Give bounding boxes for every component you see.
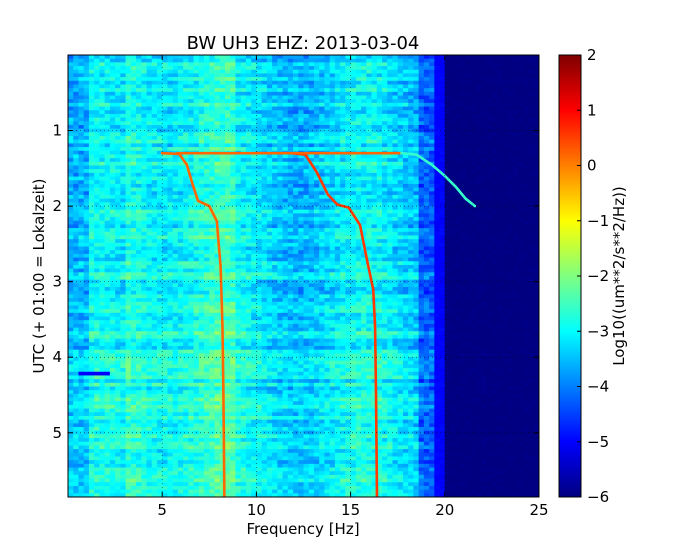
x-tick-label: 20: [435, 501, 454, 519]
y-tick-label: 5: [52, 424, 62, 442]
frequency-track-2: [290, 151, 379, 497]
colorbar-tick-label: −3: [587, 322, 609, 340]
colorbar-tick-label: −5: [587, 433, 609, 451]
spectrogram-plot: [68, 55, 539, 497]
x-axis-label: Frequency [Hz]: [246, 520, 359, 538]
frequency-track-1: [160, 151, 226, 497]
colorbar-tick-label: −2: [587, 267, 609, 285]
x-axis-ticks: 5 10 15 20 25: [157, 55, 549, 519]
x-tick-label: 5: [157, 501, 167, 519]
plot-frame: [67, 54, 540, 498]
grid-lines: [68, 55, 539, 497]
colorbar-tick-label: −4: [587, 378, 609, 396]
x-tick-label: 25: [529, 501, 548, 519]
colorbar-tick-label: −6: [587, 488, 609, 506]
colorbar-label: Log10((um**2/s**2/Hz)): [610, 186, 628, 366]
heatmap-cells: [68, 55, 539, 497]
y-axis-label: UTC (+ 01:00 = Lokalzeit): [30, 178, 48, 373]
colorbar-tick-label: −1: [587, 212, 609, 230]
x-tick-label: 15: [341, 501, 360, 519]
colorbar-tick-label: 1: [587, 101, 597, 119]
chart-title: BW UH3 EHZ: 2013-03-04: [187, 33, 420, 54]
y-axis-ticks: 1 2 3 4 5: [52, 122, 539, 442]
y-tick-label: 2: [52, 197, 62, 215]
colorbar-tick-label: 2: [587, 46, 597, 64]
y-tick-label: 1: [52, 122, 62, 140]
colorbar-ticks: 2 1 0 −1 −2 −3 −4 −5 −6: [577, 46, 609, 506]
y-tick-label: 4: [52, 348, 62, 366]
y-tick-label: 3: [52, 273, 62, 291]
colorbar-tick-label: 0: [587, 157, 597, 175]
x-tick-label: 10: [247, 501, 266, 519]
